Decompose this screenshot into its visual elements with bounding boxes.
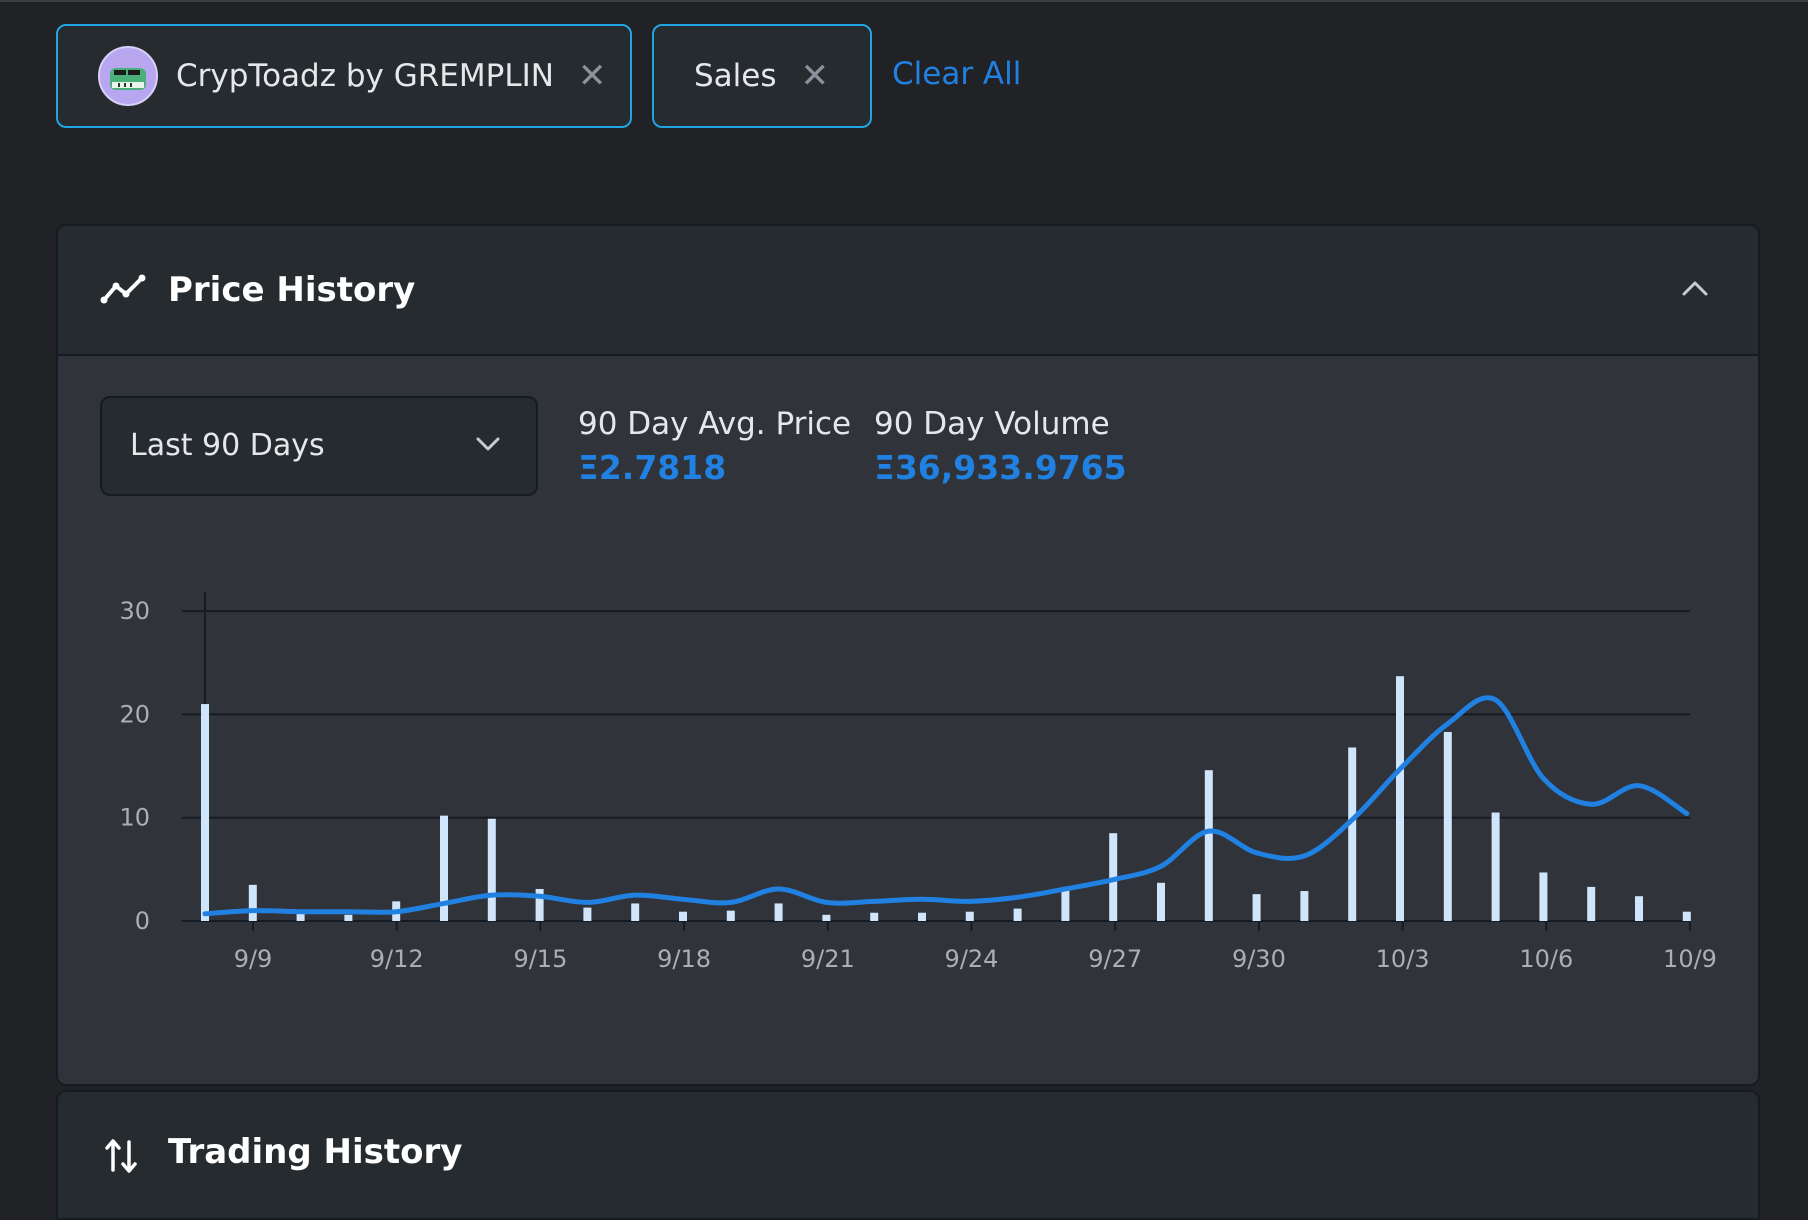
chevron-down-icon bbox=[476, 437, 500, 451]
price-history-chart: 0 10 20 30 9/9 9/12 9/15 9/18 9/21 9/24 9/27 9/30 10… bbox=[119, 592, 1717, 973]
filter-chip-collection[interactable]: CrypToadz by GREMPLIN ✕ bbox=[56, 24, 632, 128]
volume-bar bbox=[870, 912, 879, 921]
chevron-up-icon[interactable] bbox=[1680, 278, 1710, 298]
volume-bar bbox=[631, 903, 640, 921]
trading-history-panel[interactable]: Trading History bbox=[56, 1090, 1760, 1220]
volume-bar bbox=[679, 911, 687, 921]
price-history-panel: Price History Last 90 Days 90 Day Avg. P… bbox=[56, 224, 1760, 1086]
clear-all-link[interactable]: Clear All bbox=[892, 56, 1022, 92]
close-icon[interactable]: ✕ bbox=[800, 56, 830, 96]
avg-price-line bbox=[202, 695, 1690, 917]
volume-bar bbox=[918, 912, 926, 921]
trend-line-icon bbox=[100, 274, 146, 304]
y-tick-label: 20 bbox=[119, 700, 150, 728]
x-tick-label: 10/9 bbox=[1663, 945, 1717, 973]
x-tick-label: 9/9 bbox=[234, 945, 273, 973]
x-tick-label: 9/18 bbox=[657, 945, 711, 973]
volume-bar bbox=[1061, 886, 1070, 921]
x-tick-label: 9/12 bbox=[370, 945, 424, 973]
volume-bar bbox=[1587, 886, 1596, 921]
volume-bar bbox=[1252, 894, 1261, 921]
x-tick-label: 9/27 bbox=[1088, 945, 1142, 973]
top-divider bbox=[0, 0, 1808, 2]
x-tick-label: 10/3 bbox=[1376, 945, 1430, 973]
volume-stat: 90 Day Volume Ξ36,933.9765 bbox=[874, 406, 1127, 487]
volume-value: Ξ36,933.9765 bbox=[874, 448, 1127, 487]
volume-bar bbox=[296, 913, 305, 921]
avg-price-value: Ξ2.7818 bbox=[578, 448, 727, 487]
volume-bar bbox=[1635, 896, 1643, 921]
avg-price-label: 90 Day Avg. Price bbox=[578, 406, 852, 442]
time-range-value: Last 90 Days bbox=[130, 428, 325, 463]
volume-bar bbox=[726, 910, 735, 921]
sales-chip-label: Sales bbox=[694, 58, 777, 94]
volume-bar bbox=[201, 704, 209, 921]
avg-price-stat: 90 Day Avg. Price Ξ2.7818 bbox=[578, 406, 851, 487]
filter-chip-sales[interactable]: Sales ✕ bbox=[652, 24, 872, 128]
x-tick-label: 9/24 bbox=[945, 945, 999, 973]
volume-bar bbox=[1491, 812, 1500, 921]
volume-bar bbox=[1539, 872, 1548, 921]
collection-chip-label: CrypToadz by GREMPLIN bbox=[176, 58, 554, 94]
time-range-select[interactable]: Last 90 Days bbox=[100, 396, 538, 496]
volume-bar bbox=[1204, 770, 1213, 921]
close-icon[interactable]: ✕ bbox=[577, 56, 607, 96]
x-tick-label: 9/21 bbox=[801, 945, 855, 973]
volume-bar bbox=[344, 914, 353, 921]
x-tick-label: 9/30 bbox=[1232, 945, 1286, 973]
volume-bar bbox=[1443, 731, 1452, 921]
volume-bar bbox=[774, 903, 783, 921]
toad-avatar-icon bbox=[110, 68, 146, 90]
y-tick-label: 0 bbox=[135, 907, 150, 935]
price-history-title: Price History bbox=[168, 270, 416, 310]
x-tick-label: 10/6 bbox=[1519, 945, 1573, 973]
volume-bar bbox=[1109, 833, 1118, 921]
volume-bar bbox=[822, 914, 831, 921]
volume-bar bbox=[535, 888, 544, 921]
trading-history-title: Trading History bbox=[168, 1132, 463, 1172]
volume-bar bbox=[1300, 891, 1309, 921]
volume-bar bbox=[440, 815, 448, 921]
volume-bar bbox=[1157, 882, 1165, 921]
volume-bar bbox=[965, 911, 974, 921]
volume-bar bbox=[248, 884, 257, 921]
y-tick-label: 30 bbox=[119, 597, 150, 625]
price-history-header[interactable]: Price History bbox=[58, 226, 1758, 356]
swap-vertical-icon bbox=[105, 1139, 137, 1173]
volume-bar bbox=[487, 818, 496, 921]
volume-bar bbox=[1348, 747, 1357, 921]
volume-label: 90 Day Volume bbox=[874, 406, 1110, 442]
volume-bar bbox=[1013, 908, 1022, 921]
volume-bar bbox=[1396, 676, 1404, 921]
collection-avatar bbox=[98, 46, 158, 106]
volume-bar bbox=[1682, 911, 1691, 921]
volume-bar bbox=[583, 907, 592, 921]
x-tick-label: 9/15 bbox=[513, 945, 567, 973]
y-tick-label: 10 bbox=[119, 804, 150, 832]
